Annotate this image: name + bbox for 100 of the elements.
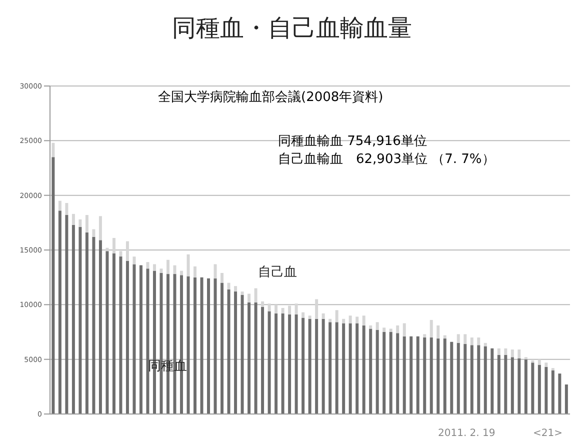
bar <box>268 311 271 414</box>
bar <box>308 316 312 319</box>
bar <box>98 240 102 414</box>
bar <box>518 358 521 414</box>
bar <box>132 256 136 264</box>
bar <box>410 336 413 414</box>
bar <box>335 310 338 322</box>
bar <box>112 253 116 414</box>
bar <box>248 294 251 302</box>
text: 2011. 2. 19 <box>438 428 496 439</box>
bar <box>52 157 55 414</box>
bar <box>376 322 379 330</box>
bar <box>274 304 278 314</box>
bar <box>470 345 474 414</box>
bar <box>220 282 224 414</box>
bar <box>78 227 82 414</box>
bar <box>423 334 426 338</box>
bar <box>72 224 75 414</box>
bar <box>450 342 454 414</box>
bar <box>430 337 433 414</box>
bar <box>294 314 298 414</box>
bar <box>146 262 150 269</box>
bar <box>342 318 346 324</box>
bar <box>186 276 190 414</box>
bar <box>106 251 109 414</box>
bar <box>132 264 136 414</box>
bar <box>430 320 433 338</box>
bar <box>288 314 292 414</box>
bar <box>510 349 514 358</box>
bar <box>220 272 224 283</box>
series-label: 自己血 <box>258 264 297 281</box>
bar <box>443 335 446 339</box>
bar <box>416 336 420 414</box>
bar <box>544 362 548 367</box>
bar <box>166 260 170 274</box>
annotation: 自己血輸血 62,903単位 （7. 7%） <box>278 151 495 168</box>
bar <box>274 313 278 414</box>
bar <box>281 313 284 414</box>
bar <box>92 229 96 237</box>
bar <box>464 344 467 414</box>
bar <box>402 323 406 336</box>
bar <box>126 260 129 414</box>
bar <box>362 316 366 326</box>
bar <box>234 286 238 292</box>
bar <box>294 304 298 315</box>
bar <box>288 306 292 315</box>
bar <box>173 265 176 274</box>
annotation: 全国大学病院輸血部会議(2008年資料) <box>158 89 384 106</box>
bar <box>112 238 116 254</box>
bar <box>436 325 440 339</box>
bar <box>389 328 392 332</box>
bar <box>348 323 352 414</box>
bar <box>194 266 197 278</box>
bar <box>456 342 460 414</box>
bar <box>356 323 359 414</box>
bar <box>518 349 521 358</box>
bar <box>538 364 541 414</box>
bar <box>85 232 88 414</box>
bar <box>504 354 508 414</box>
bar <box>342 323 346 414</box>
bar <box>315 299 318 319</box>
bar <box>126 241 129 261</box>
bar <box>490 348 494 414</box>
text: <21> <box>533 428 562 439</box>
bar <box>436 338 440 414</box>
bar <box>328 322 332 414</box>
bar <box>328 318 332 322</box>
bar <box>214 264 217 278</box>
bar <box>106 248 109 252</box>
bar <box>382 332 386 414</box>
bar <box>200 277 204 414</box>
bar <box>369 325 372 329</box>
bar <box>227 289 230 414</box>
bar <box>456 334 460 343</box>
bar <box>510 357 514 414</box>
bar <box>65 202 68 216</box>
bar <box>356 316 359 324</box>
bar <box>214 278 217 414</box>
bar <box>322 318 325 414</box>
bar <box>423 337 426 414</box>
bar <box>477 345 480 414</box>
chart-title: 同種血・自己血輸血量 <box>171 13 413 44</box>
bar <box>477 337 480 346</box>
bar <box>139 265 142 414</box>
bar <box>281 308 284 314</box>
bar <box>376 330 379 414</box>
bar <box>538 359 541 365</box>
bar <box>180 270 183 276</box>
bar <box>396 325 400 334</box>
bar <box>402 336 406 414</box>
bar <box>152 264 156 271</box>
bar <box>78 219 82 228</box>
bar <box>160 268 163 273</box>
bar <box>240 292 244 295</box>
bar <box>369 328 372 414</box>
bar <box>268 304 271 312</box>
bar <box>261 306 264 414</box>
bar <box>348 316 352 324</box>
bar <box>119 251 122 257</box>
bar <box>186 254 190 276</box>
